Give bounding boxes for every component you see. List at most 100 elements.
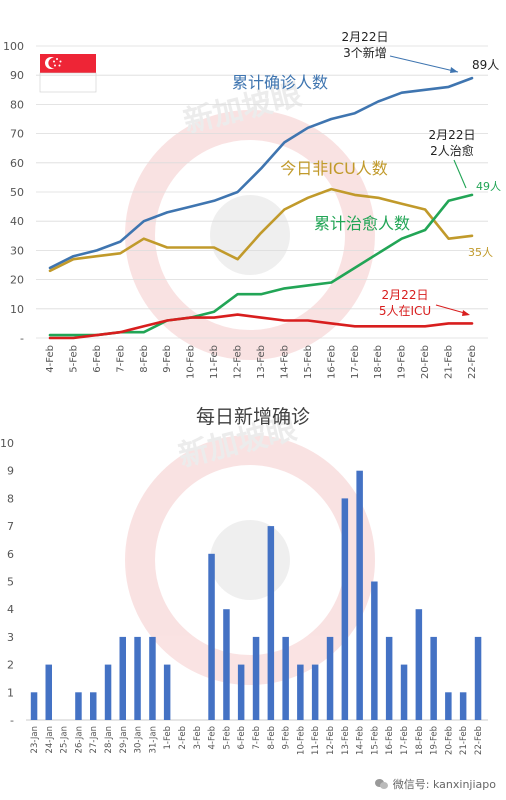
bar (252, 636, 260, 720)
bar (445, 692, 452, 720)
x-tick-label: 16-Feb (326, 345, 337, 379)
bar (474, 636, 482, 720)
bar-y-tick-label: 1 (7, 686, 14, 699)
bar-chart-title: 每日新增确诊 (196, 406, 310, 428)
bar-x-tick-label: 13-Feb (341, 726, 351, 755)
y-tick-label: 70 (10, 128, 24, 141)
annotation-active-end-label: 35人 (468, 246, 493, 259)
annotation-icu-line2: 5人在ICU (379, 304, 431, 318)
bar-x-tick-label: 30-Jan (134, 726, 144, 753)
flag-crescent-inner (48, 57, 59, 69)
annotation-icu-line1: 2月22日 (382, 288, 429, 302)
bar (311, 664, 319, 720)
bar-y-tick-label: 4 (7, 603, 14, 616)
bar (371, 581, 378, 720)
x-tick-label: 15-Feb (303, 345, 314, 379)
bar-y-tick-label: 8 (7, 492, 14, 505)
bar-y-tick-label: 6 (7, 548, 14, 561)
bar (267, 526, 275, 720)
annotation-cumulative-line2: 3个新增 (343, 45, 387, 60)
bar-x-tick-label: 20-Feb (444, 726, 454, 755)
y-tick-label: 60 (10, 157, 24, 170)
bar-y-tick-label: 5 (7, 576, 14, 589)
footer-wechat-id: 微信号: kanxinjiapo (374, 776, 496, 792)
x-tick-label: 18-Feb (373, 345, 384, 379)
bar-y-tick-label: 9 (7, 465, 14, 478)
bar-x-tick-label: 25-Jan (60, 726, 70, 753)
bar (119, 636, 126, 720)
bar-chart-bars (30, 470, 482, 720)
bar-x-tick-label: 14-Feb (356, 726, 366, 755)
bar-x-tick-label: 22-Feb (474, 726, 484, 755)
bar-x-tick-label: 5-Feb (222, 726, 232, 750)
bar (326, 636, 334, 720)
series-label-recovered: 累计治愈人数 (314, 214, 410, 233)
watermark-ring (125, 110, 375, 360)
annotation-recovered-arrow (453, 159, 467, 189)
bar-x-tick-label: 1-Feb (163, 726, 173, 750)
bar (341, 498, 349, 720)
x-tick-label: 11-Feb (209, 345, 220, 379)
bar-x-tick-label: 10-Feb (296, 726, 306, 755)
watermark-eye-icon-2 (210, 520, 290, 600)
bar (208, 553, 215, 720)
x-tick-label: 6-Feb (92, 345, 103, 373)
bar (297, 664, 304, 720)
x-tick-label: 7-Feb (115, 345, 126, 373)
y-tick-label: 90 (10, 69, 24, 82)
wechat-icon (374, 778, 389, 790)
bar-chart-x-tick-labels: 23-Jan 24-Jan 25-Jan 26-Jan 27-Jan 28-Jan 29-J… (30, 726, 484, 755)
line-chart-gridlines (36, 45, 488, 339)
series-line-cumulative (48, 76, 474, 270)
annotation-recovered-line1: 2月22日 (429, 128, 476, 142)
bar-x-tick-label: 19-Feb (430, 726, 440, 755)
bar (149, 636, 156, 720)
series-line-active (48, 187, 474, 273)
bar (45, 664, 52, 720)
line-chart-y-tick-labels: - 10 20 30 40 50 60 70 80 90 100 (3, 40, 24, 345)
bar (282, 636, 289, 720)
bar-y-tick-label: 2 (7, 659, 14, 672)
singapore-flag-icon (39, 54, 97, 93)
y-tick-label: 50 (10, 186, 24, 199)
bar-x-tick-label: 3-Feb (193, 726, 203, 750)
x-tick-label: 12-Feb (233, 345, 244, 379)
x-tick-label: 4-Feb (45, 345, 56, 373)
x-tick-label: 8-Feb (139, 345, 150, 373)
bar (30, 692, 38, 720)
bar (75, 692, 82, 720)
bar-x-tick-label: 16-Feb (385, 726, 395, 755)
bar (459, 692, 467, 720)
bar-x-tick-label: 23-Jan (30, 726, 40, 753)
watermark-eye-icon (210, 195, 290, 275)
bar-x-tick-label: 8-Feb (267, 726, 277, 750)
annotation-cumulative-arrow (389, 55, 459, 73)
bar (237, 664, 245, 720)
bar-x-tick-label: 17-Feb (400, 726, 410, 755)
bar-y-tick-label: 3 (7, 631, 14, 644)
bar-chart-y-tick-labels: - 1 2 3 4 5 6 7 8 9 10 (0, 437, 14, 727)
x-tick-label: 10-Feb (186, 345, 197, 379)
annotation-cumulative-arrowhead (450, 67, 458, 73)
bar (163, 664, 171, 720)
series-label-cumulative: 累计确诊人数 (232, 73, 328, 92)
bar (400, 664, 408, 720)
bar (90, 692, 97, 720)
bar (134, 636, 141, 720)
x-tick-label: 13-Feb (256, 345, 267, 379)
cumulative-line-chart: - 10 20 30 40 50 60 70 80 90 100 4-Feb 5-Feb 6-Feb 7-… (3, 30, 501, 379)
bar-x-tick-label: 15-Feb (370, 726, 380, 755)
y-tick-label: 20 (10, 274, 24, 287)
x-tick-label: 17-Feb (350, 345, 361, 379)
y-tick-label: 10 (10, 303, 24, 316)
x-tick-label: 9-Feb (162, 345, 173, 373)
y-tick-label: 80 (10, 98, 24, 111)
annotation-recovered-line2: 2人治愈 (430, 143, 474, 158)
bar (430, 636, 437, 720)
bar (415, 609, 423, 720)
bar-x-tick-label: 31-Jan (148, 726, 158, 753)
x-tick-label: 20-Feb (420, 345, 431, 379)
bar-x-tick-label: 27-Jan (89, 726, 99, 753)
bar-y-tick-label: 7 (7, 520, 14, 533)
